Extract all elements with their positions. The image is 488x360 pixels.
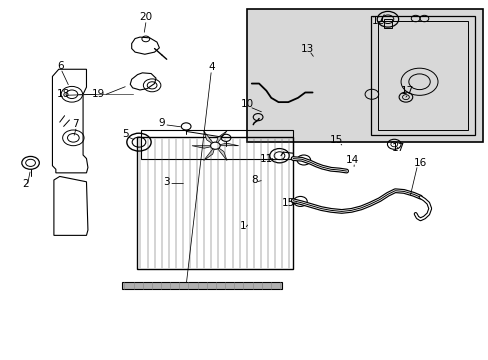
Circle shape xyxy=(296,155,310,165)
Text: 2: 2 xyxy=(22,179,29,189)
Text: 20: 20 xyxy=(140,13,153,22)
Text: 11: 11 xyxy=(259,154,272,163)
Text: 6: 6 xyxy=(57,61,64,71)
Polygon shape xyxy=(215,146,226,161)
Text: 9: 9 xyxy=(158,118,165,128)
Polygon shape xyxy=(192,146,215,148)
Polygon shape xyxy=(215,131,226,146)
Text: 7: 7 xyxy=(72,118,79,129)
Text: 17: 17 xyxy=(391,143,404,153)
Bar xyxy=(370,16,474,135)
Polygon shape xyxy=(203,146,215,161)
Text: 16: 16 xyxy=(413,158,426,168)
Text: 5: 5 xyxy=(122,129,128,139)
Text: 17: 17 xyxy=(401,86,414,96)
Text: 14: 14 xyxy=(345,156,358,165)
Text: 8: 8 xyxy=(250,175,257,185)
Bar xyxy=(383,19,391,28)
Text: 13: 13 xyxy=(301,44,314,54)
Text: 12: 12 xyxy=(371,16,384,26)
Text: 1: 1 xyxy=(240,221,246,231)
Text: 18: 18 xyxy=(57,89,70,99)
Polygon shape xyxy=(215,143,238,146)
Polygon shape xyxy=(203,131,215,146)
Text: 4: 4 xyxy=(208,63,214,72)
Text: 3: 3 xyxy=(163,177,170,187)
Bar xyxy=(122,282,282,289)
Text: 15: 15 xyxy=(281,198,294,208)
Circle shape xyxy=(210,142,220,149)
Text: 15: 15 xyxy=(329,135,343,145)
Circle shape xyxy=(293,197,306,206)
Bar xyxy=(246,9,482,143)
Bar xyxy=(377,21,467,130)
Text: 10: 10 xyxy=(241,99,253,109)
Text: 19: 19 xyxy=(92,89,105,99)
